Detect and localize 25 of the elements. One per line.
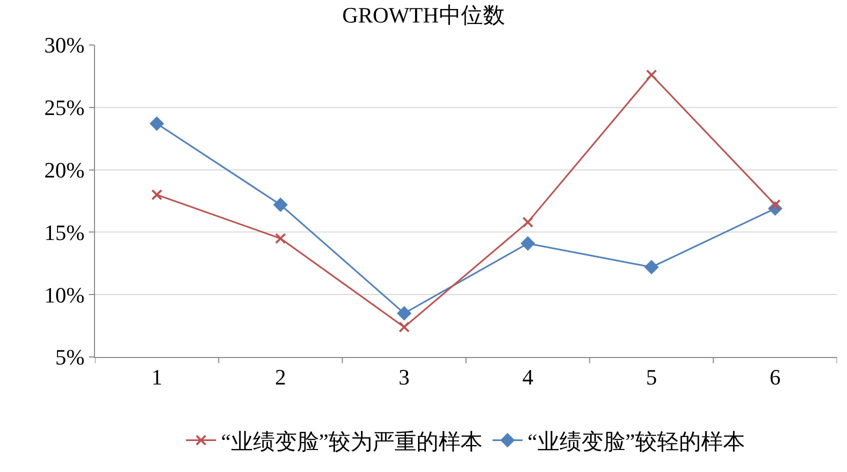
x-tick-label: 6 bbox=[770, 364, 781, 390]
point bbox=[522, 216, 534, 228]
x-tick-label: 4 bbox=[522, 364, 534, 390]
point bbox=[398, 322, 410, 333]
x-tick-label: 2 bbox=[275, 364, 286, 390]
x-tick-label: 1 bbox=[151, 364, 162, 390]
y-tick-label: 30% bbox=[44, 32, 85, 58]
point bbox=[150, 116, 164, 130]
y-tick-label: 5% bbox=[55, 344, 85, 370]
point bbox=[644, 260, 658, 274]
point bbox=[520, 236, 535, 250]
point bbox=[274, 198, 288, 212]
point bbox=[397, 306, 412, 320]
x-tick-label: 3 bbox=[398, 364, 410, 390]
point bbox=[646, 69, 657, 80]
legend-label: “业绩变脸”较为严重的样本 bbox=[221, 428, 483, 454]
point bbox=[275, 232, 286, 244]
chart-title: GROWTH中位数 bbox=[342, 2, 505, 28]
y-tick-label: 25% bbox=[44, 95, 85, 120]
legend-label: “业绩变脸”较轻的样本 bbox=[528, 428, 746, 454]
y-tick-label: 20% bbox=[44, 158, 85, 182]
point bbox=[151, 189, 162, 200]
y-tick-label: 10% bbox=[44, 282, 85, 308]
x-tick-label: 5 bbox=[646, 364, 657, 390]
y-tick-label: 15% bbox=[44, 220, 85, 245]
